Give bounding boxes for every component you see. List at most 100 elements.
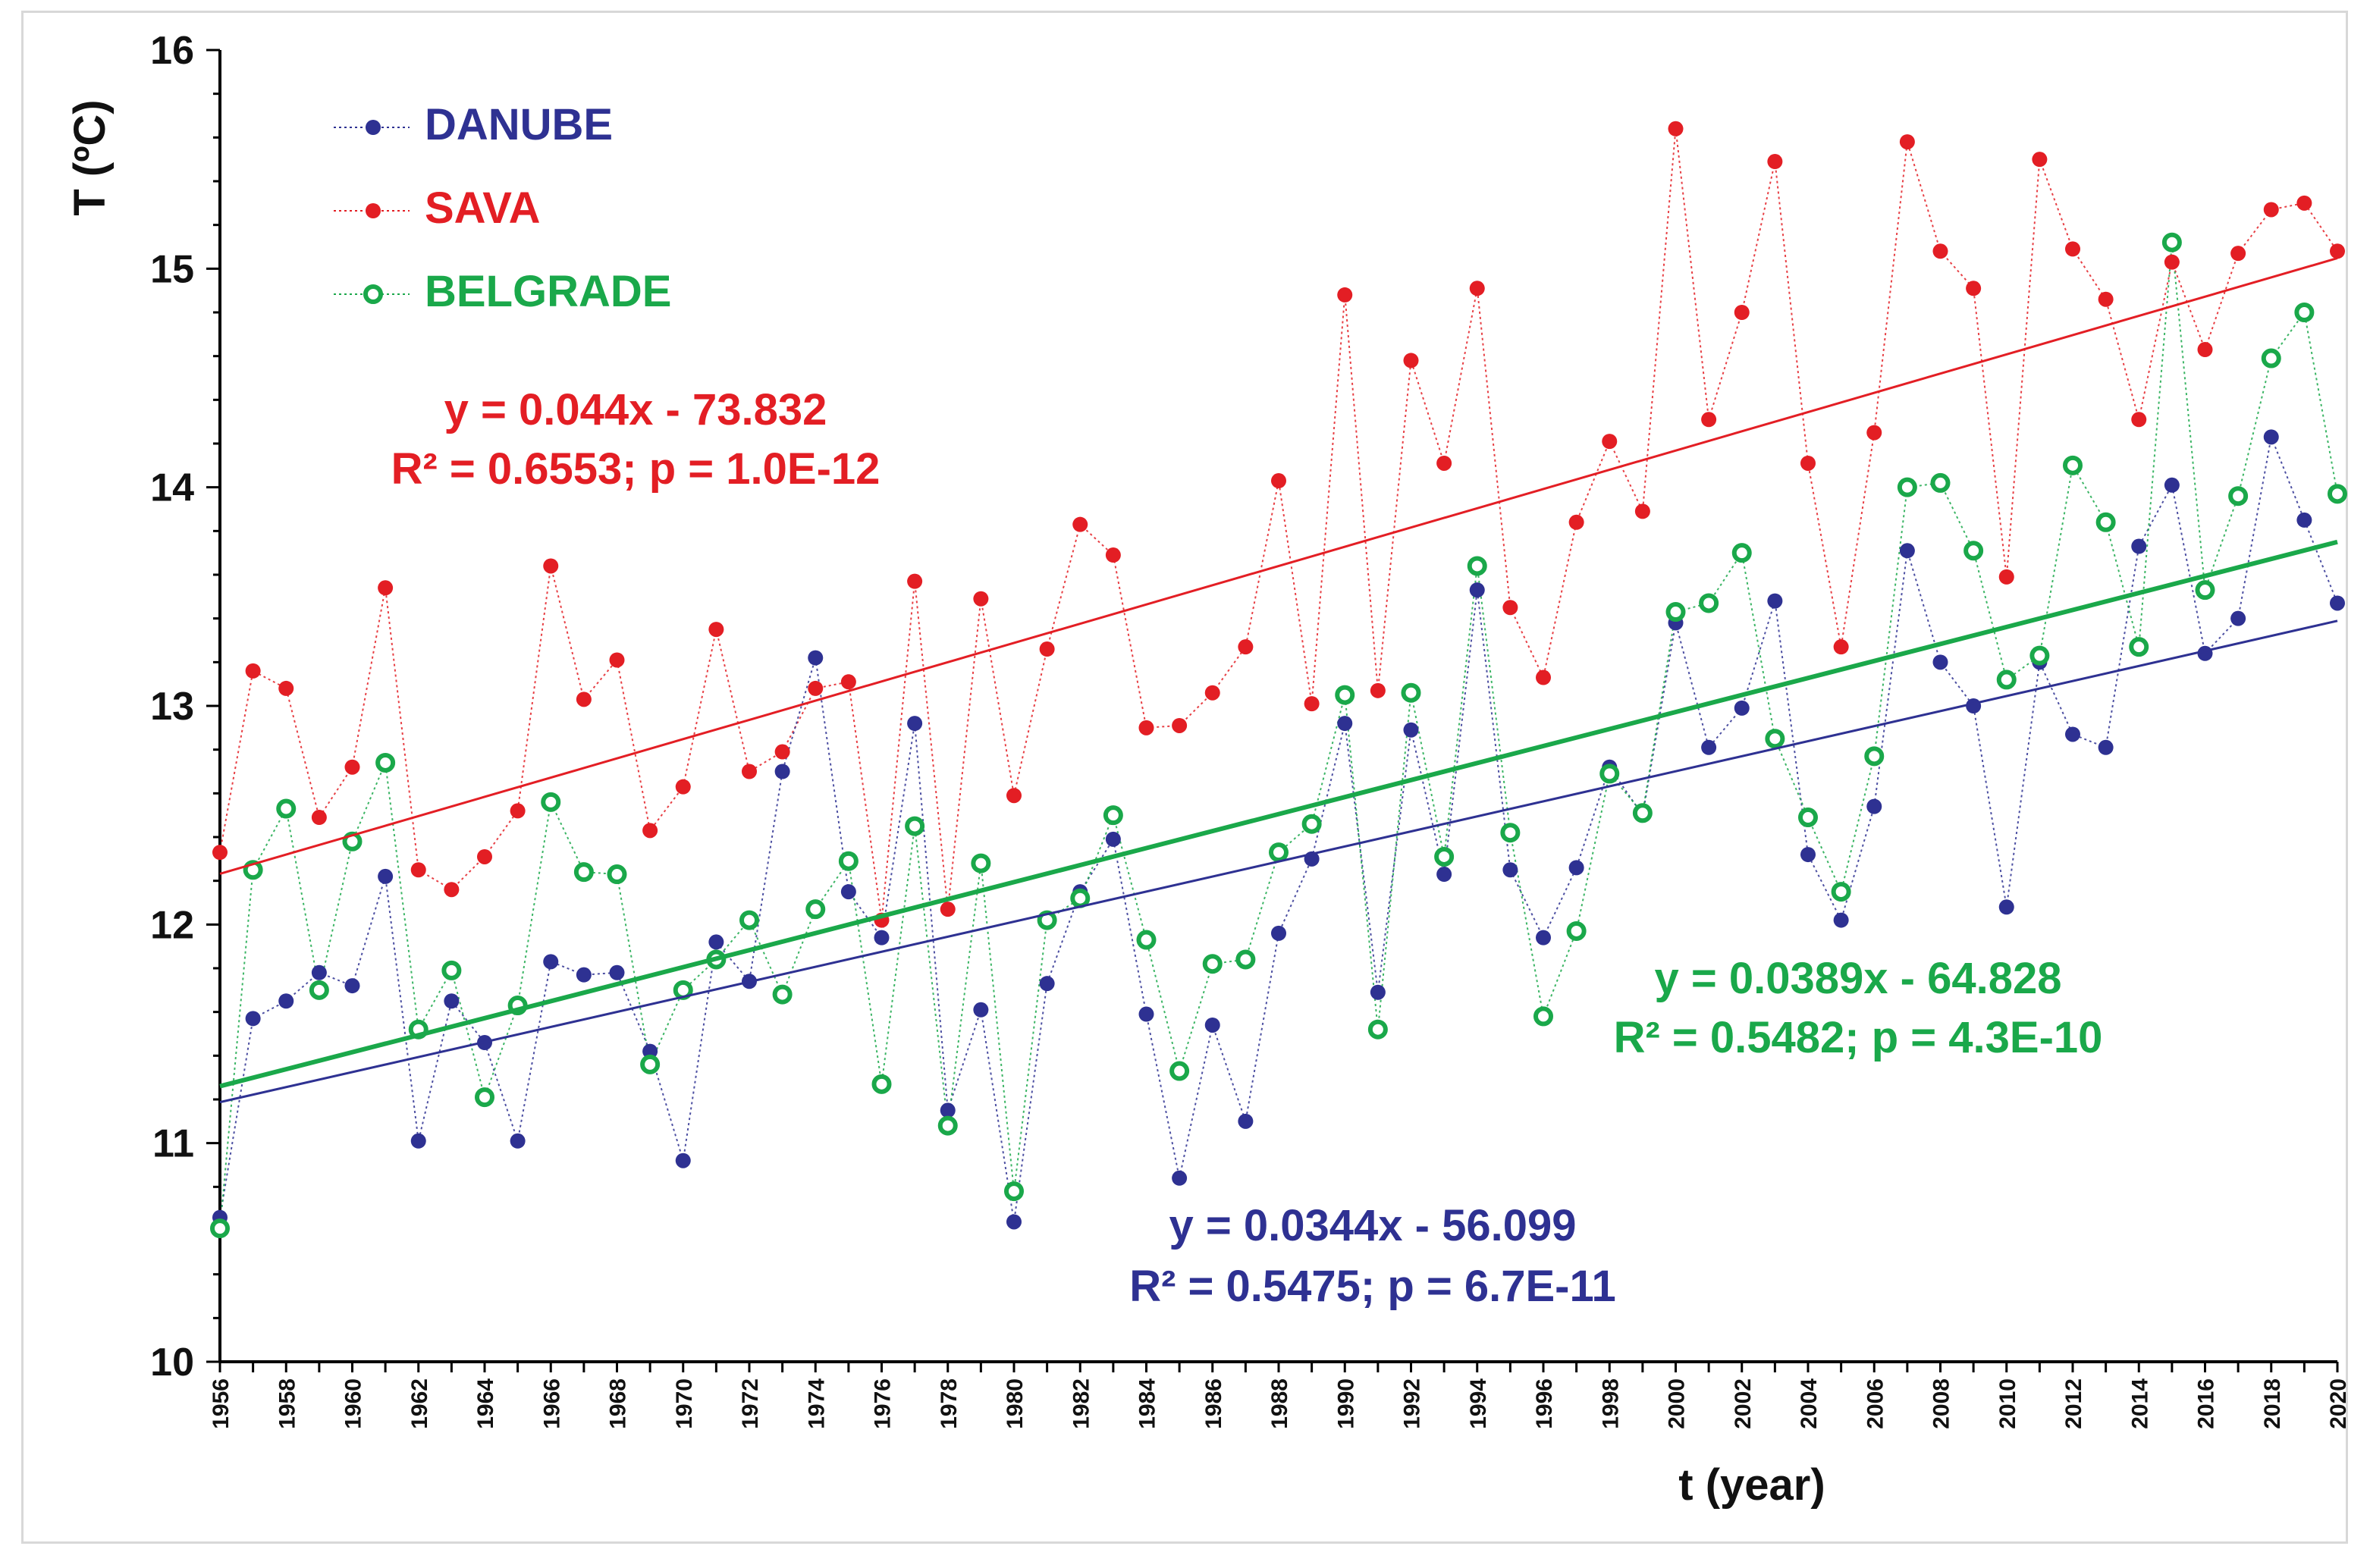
sava-point <box>1370 682 1386 698</box>
sava-point <box>2032 152 2048 168</box>
danube-point <box>1403 722 1419 738</box>
sava-point <box>477 848 492 864</box>
belgrade-point <box>573 862 594 883</box>
danube-point <box>1172 1170 1188 1186</box>
y-tick-label: 16 <box>150 29 194 73</box>
sava-point <box>1966 281 1982 296</box>
sava-point <box>378 580 394 596</box>
sava-point <box>940 902 956 917</box>
danube-point <box>609 964 625 980</box>
sava-point <box>609 652 625 668</box>
x-tick-label: 1984 <box>1135 1378 1160 1429</box>
danube-point <box>410 1133 426 1149</box>
x-tick-label: 1996 <box>1532 1378 1557 1429</box>
belgrade-point <box>1136 930 1157 950</box>
x-tick-label: 2002 <box>1731 1378 1756 1429</box>
axes: 10 11 12 13 14 15 16 1956 1958 1960 1962 1964 1966 19… <box>150 29 2351 1429</box>
legend <box>334 120 410 304</box>
sava-point <box>510 803 526 819</box>
danube-point <box>278 993 294 1009</box>
sava-point <box>410 862 426 878</box>
belgrade-point <box>1566 920 1587 941</box>
belgrade-point <box>1798 808 1818 828</box>
sava-trend-stats: R² = 0.6553; p = 1.0E-12 <box>391 444 881 494</box>
sava-point <box>543 558 559 574</box>
belgrade-point <box>1467 556 1487 576</box>
sava-point <box>1602 434 1618 450</box>
belgrade-point <box>2228 486 2249 506</box>
x-tick-label: 2018 <box>2260 1378 2285 1429</box>
belgrade-point <box>342 831 363 851</box>
danube-point <box>1238 1113 1254 1129</box>
danube-point <box>2330 595 2345 611</box>
sava-point <box>642 823 658 839</box>
danube-point <box>378 868 394 884</box>
sava-point <box>1105 547 1121 563</box>
sava-point <box>311 810 327 826</box>
belgrade-point <box>772 984 793 1005</box>
danube-point <box>1039 976 1055 992</box>
danube-point <box>444 993 460 1009</box>
sava-point <box>1271 473 1286 489</box>
x-axis-title: t (year) <box>1678 1460 1825 1510</box>
danube-point <box>1701 739 1717 755</box>
y-tick-label: 14 <box>150 466 194 510</box>
belgrade-point <box>640 1054 661 1074</box>
belgrade-point <box>739 910 759 930</box>
sava-point <box>1469 281 1485 296</box>
x-tick-label: 2000 <box>1665 1378 1690 1429</box>
sava-point <box>1238 639 1254 655</box>
belgrade-point <box>1632 803 1653 823</box>
danube-point <box>642 1043 658 1059</box>
danube-point <box>2263 429 2279 445</box>
danube-point <box>1833 912 1849 928</box>
belgrade-point <box>1731 543 1752 563</box>
danube-point <box>907 716 923 732</box>
x-tick-label: 1974 <box>804 1378 829 1429</box>
danube-point <box>2296 512 2312 528</box>
sava-point <box>1568 514 1584 530</box>
sava-point <box>840 674 856 690</box>
sava-point <box>212 845 228 861</box>
series-layer <box>210 121 2347 1239</box>
danube-point <box>973 1002 989 1018</box>
sava-point <box>1138 720 1154 735</box>
danube-point <box>311 964 327 980</box>
x-tick-label: 2016 <box>2194 1378 2219 1429</box>
y-tick-label: 12 <box>150 903 194 947</box>
danube-point <box>1998 899 2014 915</box>
belgrade-point <box>2261 348 2281 368</box>
danube-point <box>1436 867 1452 883</box>
danube-point <box>1337 716 1353 732</box>
belgrade-point <box>309 980 329 1000</box>
sava-point <box>1072 516 1088 532</box>
x-tick-label: 2008 <box>1929 1378 1954 1429</box>
danube-point <box>675 1152 691 1168</box>
danube-point <box>1734 700 1750 716</box>
danube-trend-line <box>219 619 2338 1104</box>
belgrade-point <box>1037 910 1057 930</box>
belgrade-point <box>1699 593 1719 613</box>
belgrade-point <box>607 864 627 885</box>
sava-point <box>2197 342 2213 358</box>
y-tick-label: 10 <box>150 1341 194 1385</box>
belgrade-point <box>805 899 826 920</box>
legend-label-danube: DANUBE <box>425 100 613 149</box>
x-tick-label: 1982 <box>1069 1378 1094 1429</box>
belgrade-point <box>1169 1061 1190 1081</box>
belgrade-point <box>1004 1181 1024 1202</box>
belgrade-point <box>1665 602 1686 622</box>
sava-point <box>1668 121 1684 136</box>
x-tick-label: 1976 <box>871 1378 896 1429</box>
sava-point <box>675 779 691 795</box>
y-tick-label: 13 <box>150 685 194 729</box>
sava-point <box>576 691 592 707</box>
sava-point <box>444 882 460 898</box>
belgrade-point <box>1533 1006 1553 1027</box>
belgrade-point <box>1103 805 1123 826</box>
x-tick-label: 1958 <box>275 1378 300 1429</box>
sava-point <box>344 759 360 775</box>
belgrade-point <box>2029 645 2050 666</box>
belgrade-point <box>1897 477 1917 497</box>
